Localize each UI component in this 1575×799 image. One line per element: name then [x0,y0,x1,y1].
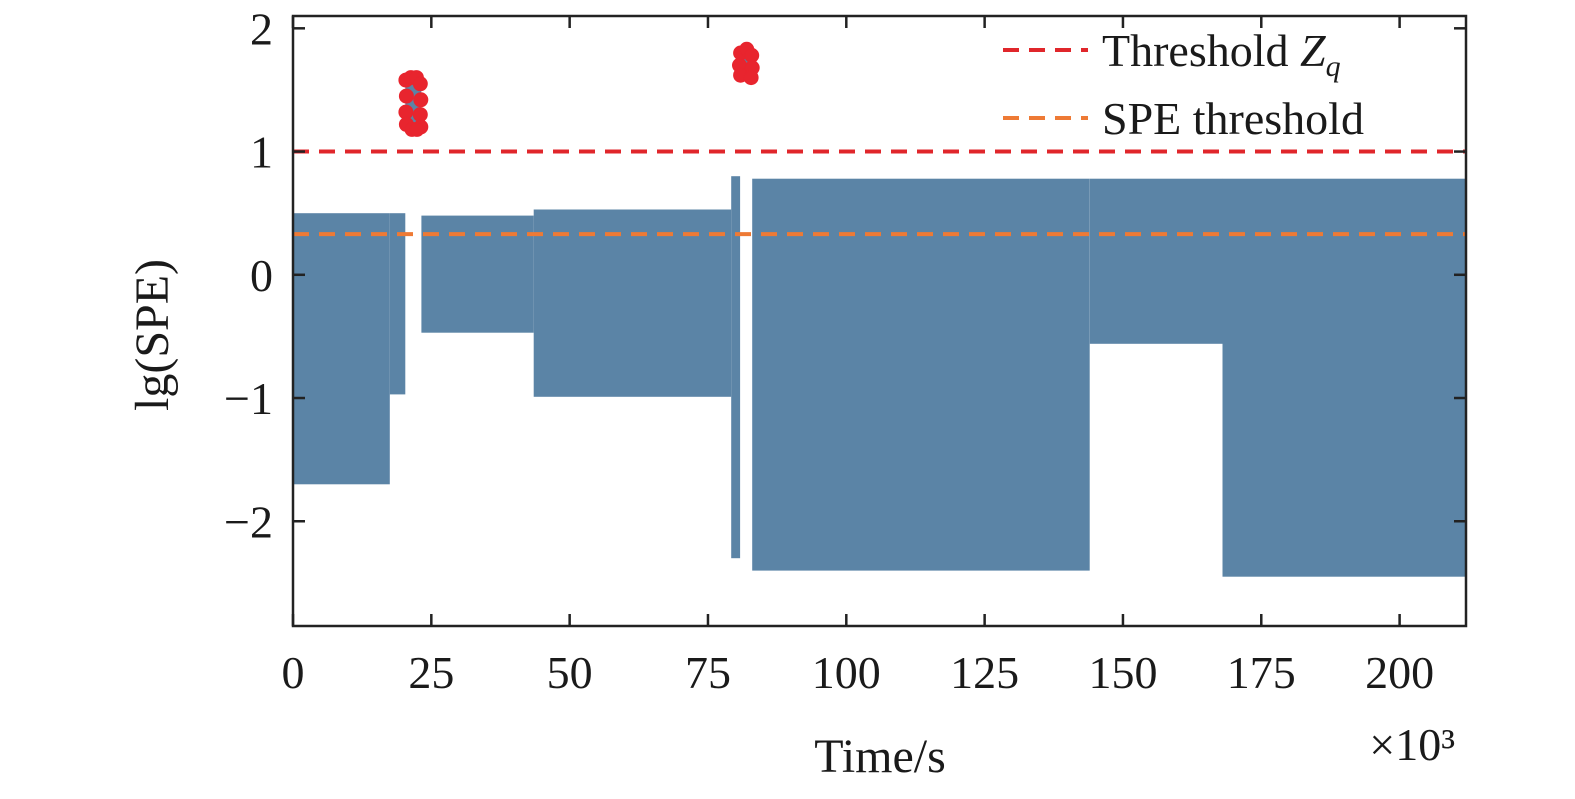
x-tick-label-0: 0 [282,647,305,698]
x-tick-label-7: 175 [1227,647,1296,698]
plot-frame [291,14,1468,628]
legend-label-spe-threshold: SPE threshold [1102,93,1364,144]
signal-band-segment-6 [731,176,741,559]
anomaly-marker-2 [398,88,414,104]
x-tick-label-1: 25 [408,647,454,698]
x-axis-multiplier: ×10³ [1369,719,1455,770]
legend-label-threshold-text: Threshold [1102,25,1300,76]
signal-band-segment-2 [389,213,406,395]
y-tick-label-3: 1 [250,127,273,178]
y-tick-label-4: 2 [250,3,273,54]
anomaly-marker-8 [413,92,429,108]
y-tick-label-2: 0 [250,250,273,301]
y-tick-label-1: −1 [224,373,273,424]
anomaly-marker-12 [409,121,425,137]
legend-label-threshold-symbol: Z [1300,25,1326,76]
anomaly-marker-19 [743,70,759,86]
signal-band-segment-10 [1222,178,1466,577]
signal-band-segment-1 [293,213,390,485]
x-tick-label-6: 150 [1088,647,1157,698]
tick-layer: 0 25 50 75 100 125 150 175 200 −2 −1 0 1 2 [224,3,1466,698]
x-tick-label-2: 50 [547,647,593,698]
x-tick-label-5: 125 [950,647,1019,698]
legend: Threshold Zq SPE threshold [1003,25,1364,144]
legend-label-threshold-subscript: q [1326,50,1341,83]
y-tick-label-0: −2 [224,496,273,547]
anomaly-marker-7 [412,76,428,92]
legend-label-threshold-zq: Threshold Zq [1102,25,1341,83]
plot-layer [293,41,1466,577]
x-axis-title: Time/s [814,730,946,783]
signal-band-segment-5 [533,209,732,397]
x-tick-label-8: 200 [1365,647,1434,698]
anomaly-marker-17 [744,47,760,63]
x-tick-label-3: 75 [685,647,731,698]
signal-band-segment-8 [752,178,1090,571]
y-axis-title: lg(SPE) [126,259,179,411]
x-tick-label-4: 100 [812,647,881,698]
signal-band-segment-9 [1089,178,1223,344]
